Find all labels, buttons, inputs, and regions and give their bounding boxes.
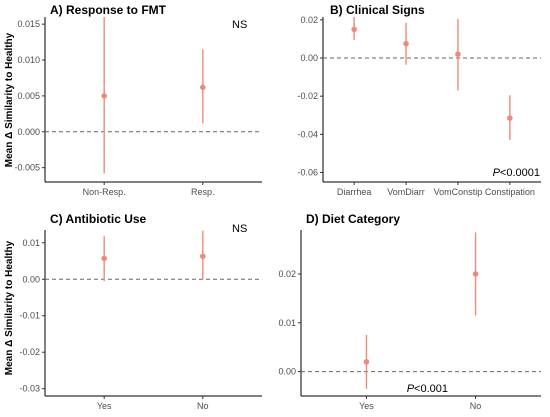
data-point [200, 253, 206, 260]
data-point [101, 255, 107, 262]
x-tick-label: Yes [97, 401, 112, 411]
y-axis-label: Mean Δ Similarity to Healthy [4, 240, 15, 375]
y-tick-label: 0.00 [300, 53, 318, 63]
y-tick-label: 0.00 [278, 367, 296, 377]
y-tick-label: -0.02 [19, 347, 40, 357]
panel-title: B) Clinical Signs [330, 3, 425, 17]
significance-annotation: P<0.0001 [493, 167, 540, 179]
data-point [507, 115, 513, 121]
x-tick-label: No [197, 401, 209, 411]
y-tick-label: 0.010 [17, 55, 40, 65]
panel-1: A) Response to FMT Mean Δ Similarity to H… [4, 3, 262, 197]
data-point [472, 271, 479, 277]
data-point [200, 84, 206, 91]
x-tick-label: VomDiarr [387, 187, 425, 197]
data-point [455, 51, 461, 57]
y-axis-label: Mean Δ Similarity to Healthy [4, 32, 15, 167]
y-tick-label: 0.00 [22, 274, 40, 284]
x-tick-label: Yes [359, 401, 374, 411]
data-point [363, 359, 370, 365]
y-tick-label: 0.015 [17, 19, 40, 29]
x-tick-label: Resp. [191, 187, 215, 197]
y-tick-label: -0.02 [297, 91, 318, 101]
panel-3: C) Antibiotic Use Mean Δ Similarity to He… [4, 212, 262, 411]
x-tick-label: Constipation [485, 187, 535, 197]
p-value: <0.0001 [500, 167, 540, 179]
significance-annotation: NS [232, 19, 247, 31]
y-tick-label: -0.03 [19, 384, 40, 394]
data-point [403, 40, 409, 47]
y-tick-label: 0.02 [278, 269, 296, 279]
x-tick-label: Diarrhea [337, 187, 372, 197]
x-tick-label: No [470, 401, 482, 411]
p-symbol: P [493, 167, 501, 179]
significance-annotation: NS [232, 223, 247, 235]
y-tick-label: 0.01 [278, 318, 296, 328]
panel-4: D) Diet Category 0.00 0.01 0.02 Yes No P<0.001 [278, 212, 541, 411]
significance-annotation: P<0.001 [407, 383, 448, 395]
x-tick-label: VomConstip [434, 187, 483, 197]
panel-title: C) Antibiotic Use [50, 212, 147, 226]
y-tick-label: 0.000 [17, 127, 40, 137]
y-tick-label: -0.04 [297, 129, 318, 139]
y-tick-label: 0.005 [17, 91, 40, 101]
y-tick-label: -0.06 [297, 167, 318, 177]
y-tick-label: -0.01 [19, 311, 40, 321]
p-symbol: P [407, 383, 415, 395]
p-value: <0.001 [414, 383, 448, 395]
y-tick-label: 0.01 [22, 238, 40, 248]
data-point [101, 93, 107, 99]
x-tick-label: Non-Resp. [83, 187, 126, 197]
y-tick-label: 0.02 [300, 15, 318, 25]
panel-title: A) Response to FMT [50, 3, 167, 17]
panel-2: B) Clinical Signs -0.06 -0.04 -0.02 0.00 0.02… [297, 3, 541, 197]
y-tick-label: -0.005 [14, 163, 40, 173]
panel-title: D) Diet Category [306, 212, 400, 226]
data-point [351, 26, 357, 33]
